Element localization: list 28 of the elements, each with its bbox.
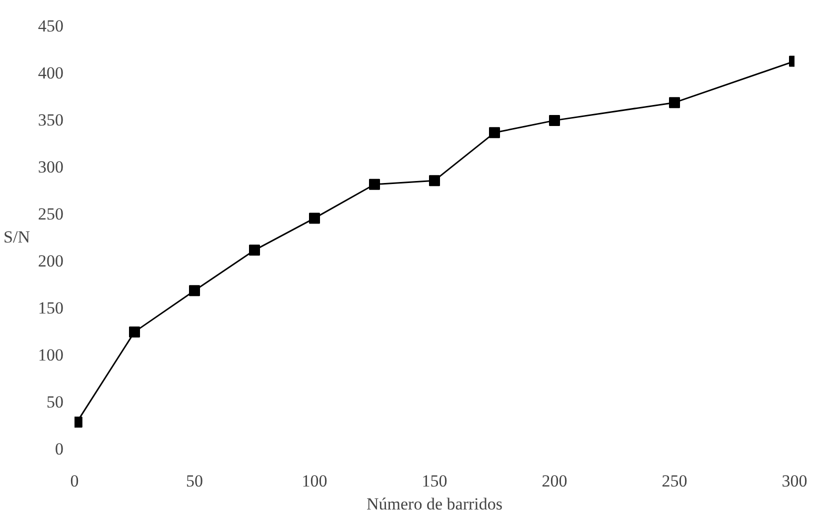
point: [249, 244, 260, 256]
y-tick-label: 50: [46, 392, 64, 412]
x-tick-label: 300: [782, 472, 808, 490]
y-tick-label: 0: [55, 440, 64, 458]
y-tick-label: 300: [38, 158, 64, 176]
y-tick-label: 150: [38, 298, 64, 318]
y-tick-label: 400: [38, 64, 64, 82]
y-axis-title: S/N: [4, 228, 30, 246]
y-tick-label: 200: [38, 252, 64, 270]
point: [489, 127, 500, 138]
y-tick-label: 250: [38, 204, 64, 224]
point: [189, 285, 200, 296]
point: [309, 212, 320, 224]
x-axis-title: Número de barridos: [366, 494, 502, 514]
point: [369, 178, 380, 190]
point: [549, 114, 560, 126]
x-tick-label: 50: [186, 472, 203, 490]
x-tick-label: 150: [422, 472, 448, 490]
y-tick-label: 350: [38, 110, 64, 130]
x-tick-label: 100: [302, 472, 328, 490]
point: [669, 97, 680, 108]
point: [129, 326, 140, 338]
y-tick-label: 100: [38, 346, 64, 364]
x-tick-label: 250: [662, 472, 688, 490]
y-tick-label: 450: [38, 16, 64, 36]
point: [429, 175, 440, 186]
x-tick-label: 0: [70, 472, 79, 490]
x-tick-label: 200: [542, 472, 568, 490]
